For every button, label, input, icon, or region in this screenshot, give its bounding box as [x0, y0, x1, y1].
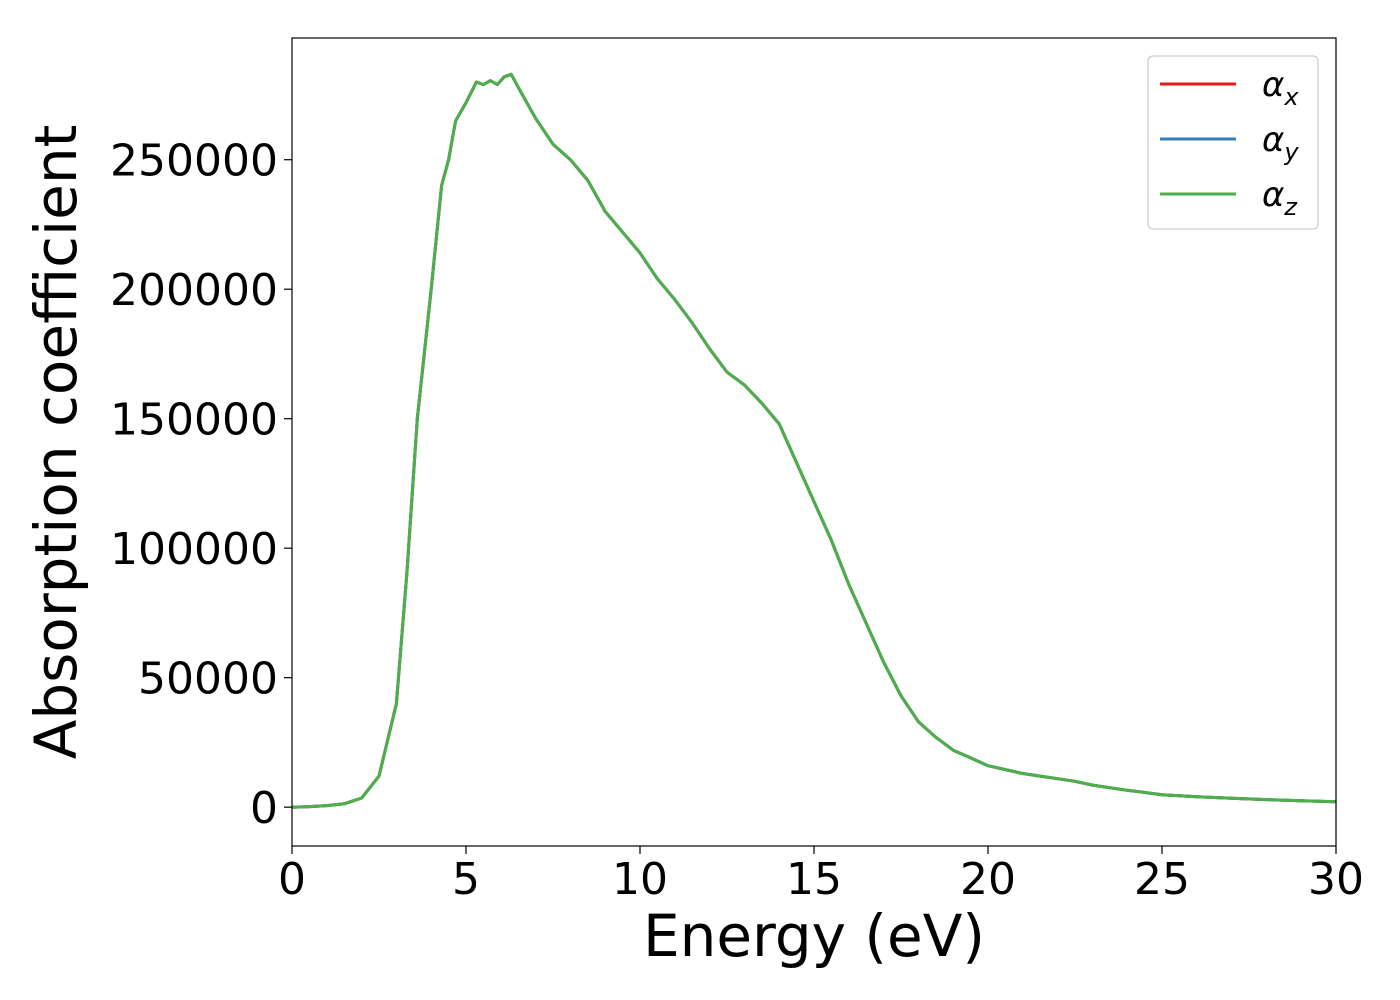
legend-box — [1147, 55, 1319, 230]
y-tick-label: 50000 — [138, 654, 278, 705]
legend-label-z: αz — [1262, 175, 1298, 221]
x-tick-label: 10 — [612, 854, 668, 905]
x-tick-label: 30 — [1308, 854, 1364, 905]
legend-label-y: αy — [1262, 120, 1299, 166]
x-tick-label: 0 — [278, 854, 306, 905]
series-line-z — [292, 72, 1336, 809]
y-tick-label: 200000 — [110, 265, 278, 316]
axes: 0 5 10 15 20 25 30 0 50000 100000 150000 200000 2500… — [110, 37, 1364, 905]
y-tick-label: 150000 — [110, 395, 278, 446]
x-tick-label: 25 — [1134, 854, 1190, 905]
legend-label-x: αx — [1262, 65, 1299, 111]
x-axis-label: Energy (eV) — [643, 902, 985, 970]
y-tick-label: 100000 — [110, 524, 278, 575]
x-tick-label: 20 — [960, 854, 1016, 905]
x-tick-label: 15 — [786, 854, 842, 905]
y-tick-label: 250000 — [110, 136, 278, 187]
plot-area — [292, 72, 1336, 809]
x-tick-label: 5 — [452, 854, 480, 905]
y-axis-label: Absorption coefficient — [22, 125, 90, 760]
legend: αx αy αz — [1147, 55, 1319, 230]
y-tick-label: 0 — [250, 783, 278, 834]
